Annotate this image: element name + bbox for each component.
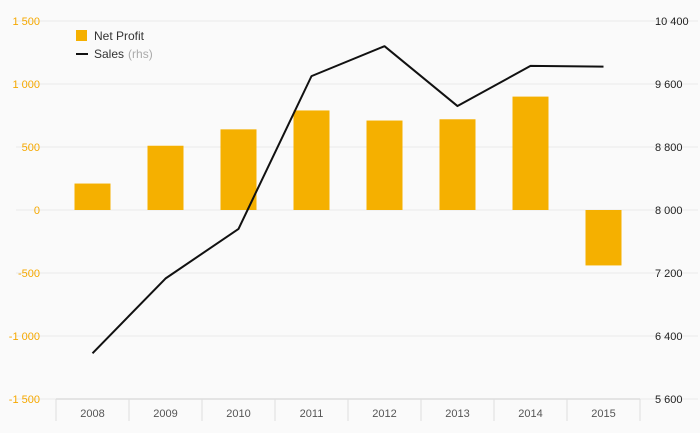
right-axis-tick-label: 9 600 [655,79,683,91]
left-y-axis-ticks: 1 500 1 000 500 0 -500 -1 000 -1 500 [9,16,40,406]
left-axis-tick-label: 1 000 [12,79,40,91]
svg-text:Sales(rhs): Sales (rhs) [94,47,153,61]
left-axis-tick-label: 1 500 [12,16,40,28]
bar-net-profit-2010 [220,129,257,210]
x-axis-tick-label: 2010 [226,408,250,420]
bar-net-profit-2015 [585,210,622,266]
bar-net-profit-2013 [439,119,476,210]
x-axis-tick-label: 2009 [153,408,177,420]
x-axis [55,398,641,421]
left-axis-tick-label: 0 [34,205,40,217]
x-axis-tick-label: 2008 [80,408,104,420]
right-y-axis-ticks: 10 400 9 600 8 800 8 000 7 200 6 400 5 600 [655,16,689,406]
x-axis-tick-label: 2011 [300,408,324,420]
bar-net-profit-2009 [147,145,184,210]
legend-label-net-profit: Net Profit [94,29,145,43]
left-axis-tick-label: -1 000 [9,331,40,343]
right-axis-tick-label: 7 200 [655,268,683,280]
x-axis-tick-label: 2014 [518,408,542,420]
bar-net-profit-2014 [512,96,549,210]
legend-label-sales: Sales [94,47,124,61]
bar-net-profit-2011 [293,110,330,210]
net-profit-bars [74,96,622,266]
x-axis-tick-label: 2013 [445,408,469,420]
left-axis-tick-label: -1 500 [9,394,40,406]
bar-net-profit-2012 [366,120,403,210]
right-axis-tick-label: 6 400 [655,331,683,343]
x-axis-tick-label: 2015 [591,408,615,420]
right-axis-tick-label: 5 600 [655,394,683,406]
right-axis-tick-label: 8 000 [655,205,683,217]
sales-line-series [91,45,604,355]
left-axis-tick-label: -500 [18,268,40,280]
x-axis-ticks: 2008 2009 2010 2011 2012 2013 2014 2015 [80,408,615,420]
x-axis-tick-label: 2012 [372,408,396,420]
right-axis-tick-label: 10 400 [655,16,689,28]
sales-line [91,45,604,355]
right-axis-tick-label: 8 800 [655,142,683,154]
left-axis-tick-label: 500 [22,142,40,154]
bar-net-profit-2008 [74,183,111,210]
legend-swatch-net-profit [76,30,87,41]
legend-note-rhs: (rhs) [128,47,153,61]
legend: Net Profit Sales (rhs) [76,29,153,61]
